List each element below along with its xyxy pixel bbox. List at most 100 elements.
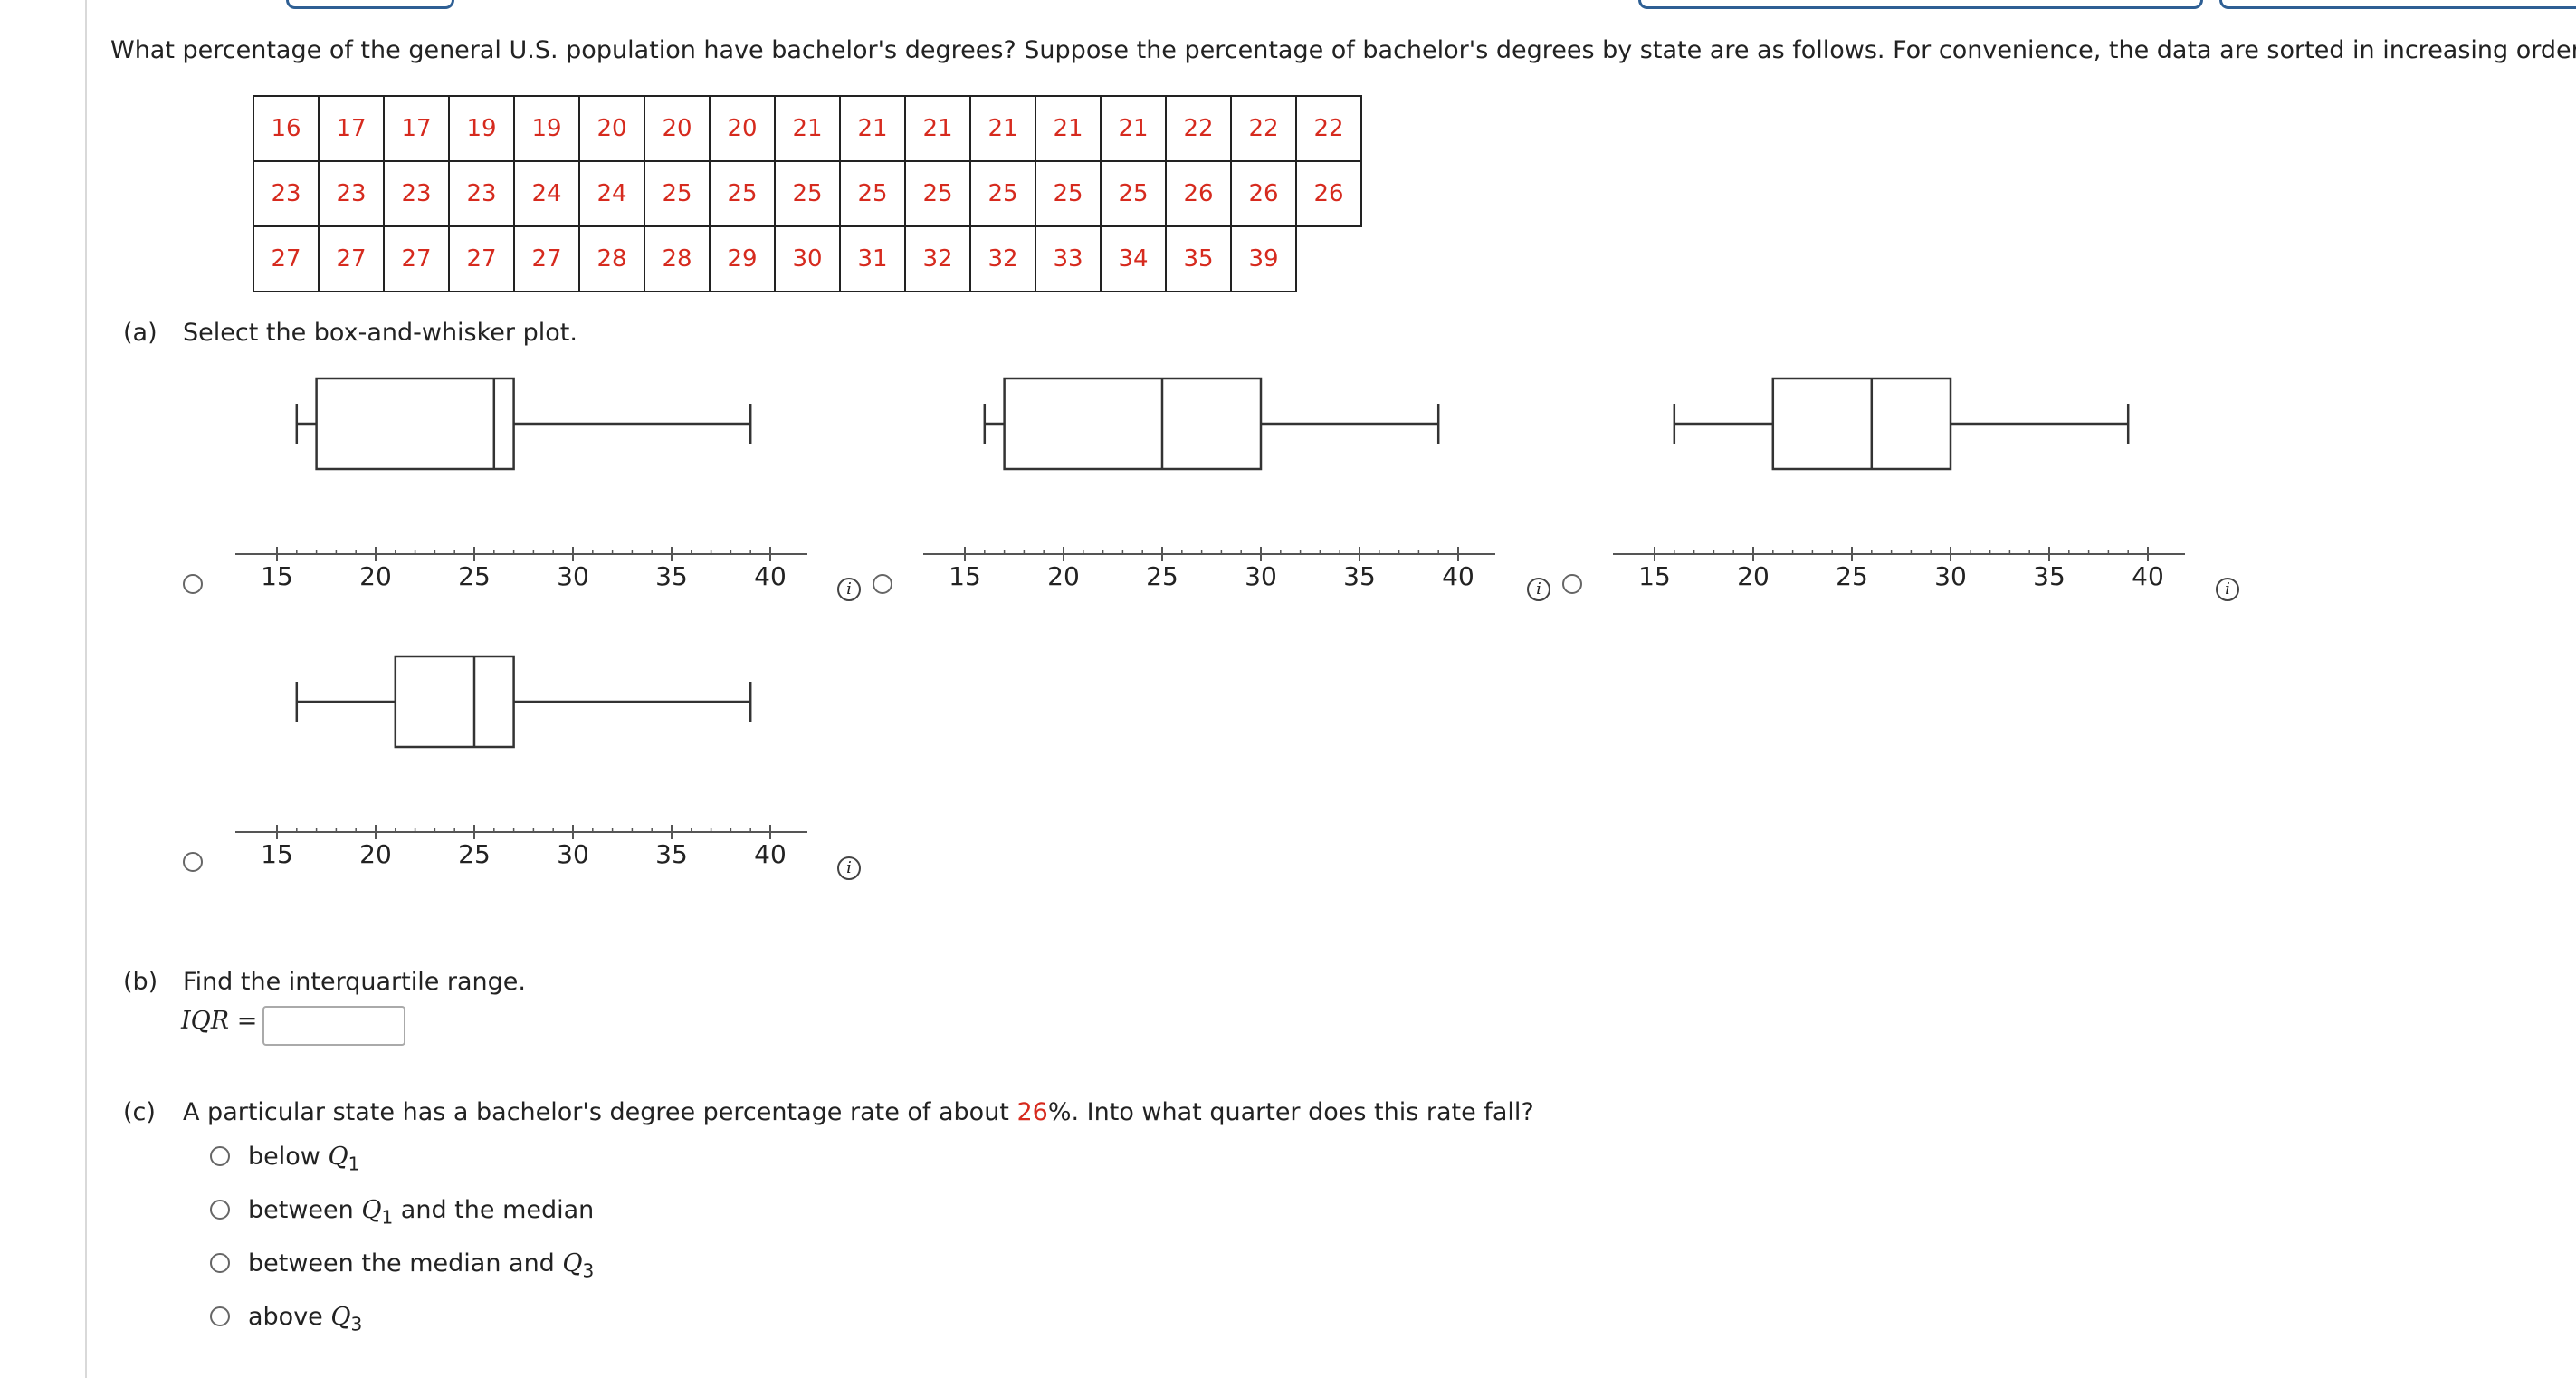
data-cell: 34 [1100,225,1167,292]
top-button-3[interactable] [2219,0,2576,9]
data-cell: 35 [1165,225,1232,292]
data-cell: 21 [839,95,906,162]
data-cell: 21 [1035,95,1102,162]
part-b-label: (b) Find the interquartile range. [123,968,526,996]
boxplot-option-4-radio[interactable] [183,852,203,872]
boxplot-box [315,377,515,471]
data-cell: 31 [839,225,906,292]
data-cell: 26 [1165,160,1232,227]
data-cell: 27 [318,225,385,292]
axis-tick-label: 35 [1343,561,1376,591]
boxplot-option-1-radio[interactable] [183,574,203,594]
axis-tick-label: 25 [1836,561,1868,591]
axis-tick-label: 40 [1442,561,1474,591]
axis-tick-label: 40 [754,839,787,869]
data-cell: 21 [904,95,971,162]
data-cell: 21 [969,95,1036,162]
choice-below-q1-text: below Q1 [248,1143,360,1175]
choice-median-q3-text: between the median and Q3 [248,1249,595,1282]
data-cell: 19 [448,95,515,162]
data-table: 16 17 17 19 19 20 20 20 21 21 21 21 21 21 22 22 22 23 23 23… [253,95,1362,292]
top-button-1[interactable] [286,0,454,9]
axis-tick-label: 30 [557,561,589,591]
data-cell: 24 [513,160,580,227]
data-cell: 25 [1100,160,1167,227]
data-cell: 32 [904,225,971,292]
data-cell: 39 [1230,225,1297,292]
boxplot-option-4-info-icon[interactable]: i [837,856,861,880]
boxplot-option-2-info-icon[interactable]: i [1527,578,1550,601]
data-cell: 25 [774,160,841,227]
boxplot-option-3-info-icon[interactable]: i [2216,578,2239,601]
boxplot-option-3-radio[interactable] [1562,574,1582,594]
part-a-label: (a) Select the box-and-whisker plot. [123,319,577,347]
axis-tick-label: 15 [1638,561,1671,591]
data-cell: 22 [1230,95,1297,162]
boxplot-option-1[interactable]: 15 20 25 30 35 40 [232,373,811,591]
iqr-equals: = [236,1007,258,1035]
data-cell: 28 [578,225,645,292]
part-a-letter: (a) [123,319,157,347]
choice-median-q3-radio[interactable] [210,1253,230,1273]
data-cell: 30 [774,225,841,292]
data-cell: 19 [513,95,580,162]
boxplot-option-3[interactable]: 15 20 25 30 35 40 [1609,373,2189,591]
data-cell: 29 [709,225,776,292]
axis-tick-label: 15 [949,561,981,591]
axis-tick-label: 35 [655,839,688,869]
data-cell: 27 [513,225,580,292]
choice-q1-median-radio[interactable] [210,1200,230,1220]
boxplot-option-2[interactable]: 15 20 25 30 35 40 [920,373,1499,591]
axis-tick-label: 40 [2132,561,2164,591]
boxplot-option-4[interactable]: 15 20 25 30 35 40 [232,651,811,869]
axis-tick-label: 40 [754,561,787,591]
iqr-label: IQR = [181,1007,257,1035]
choice-above-q3-text: above Q3 [248,1303,363,1335]
boxplot-box [394,655,515,749]
part-a-prompt: Select the box-and-whisker plot. [183,319,577,347]
data-cell: 21 [774,95,841,162]
boxplot-option-2-radio[interactable] [873,574,892,594]
iqr-input[interactable] [262,1006,405,1046]
boxplot-box [1771,377,1952,471]
data-cell: 23 [318,160,385,227]
part-c-letter: (c) [123,1098,156,1126]
axis-tick-label: 30 [557,839,589,869]
data-cell: 27 [253,225,320,292]
data-cell: 25 [904,160,971,227]
choice-above-q3-radio[interactable] [210,1306,230,1326]
part-c-prompt-before: A particular state has a bachelor's degr… [183,1098,1017,1126]
data-row: 16 17 17 19 19 20 20 20 21 21 21 21 21 21 22 22 22 [253,95,1362,162]
data-cell: 25 [709,160,776,227]
data-cell: 32 [969,225,1036,292]
data-cell: 24 [578,160,645,227]
choice-below-q1-radio[interactable] [210,1146,230,1166]
part-b-letter: (b) [123,968,158,996]
data-cell: 25 [969,160,1036,227]
data-cell: 27 [448,225,515,292]
axis-tick-label: 20 [1047,561,1080,591]
part-c-rate: 26 [1016,1098,1048,1126]
data-cell: 25 [1035,160,1102,227]
iqr-symbol: IQR [181,1007,230,1035]
boxplot-svg: 15 20 25 30 35 40 [235,655,807,869]
data-cell: 20 [709,95,776,162]
axis-tick-label: 35 [2033,561,2066,591]
axis-tick-label: 25 [458,839,491,869]
data-cell: 16 [253,95,320,162]
boxplot-svg: 15 20 25 30 35 40 [923,377,1495,591]
axis-tick-label: 35 [655,561,688,591]
data-cell: 26 [1295,160,1362,227]
axis-tick-label: 25 [458,561,491,591]
question-intro: What percentage of the general U.S. popu… [110,36,2576,64]
data-cell: 27 [383,225,450,292]
boxplot-svg: 15 20 25 30 35 40 [1613,377,2185,591]
boxplot-option-1-info-icon[interactable]: i [837,578,861,601]
axis-tick-label: 30 [1934,561,1967,591]
data-cell: 17 [318,95,385,162]
data-cell: 20 [644,95,711,162]
data-cell: 23 [448,160,515,227]
top-button-2[interactable] [1638,0,2203,9]
data-cell: 25 [839,160,906,227]
axis-tick-label: 20 [359,561,392,591]
